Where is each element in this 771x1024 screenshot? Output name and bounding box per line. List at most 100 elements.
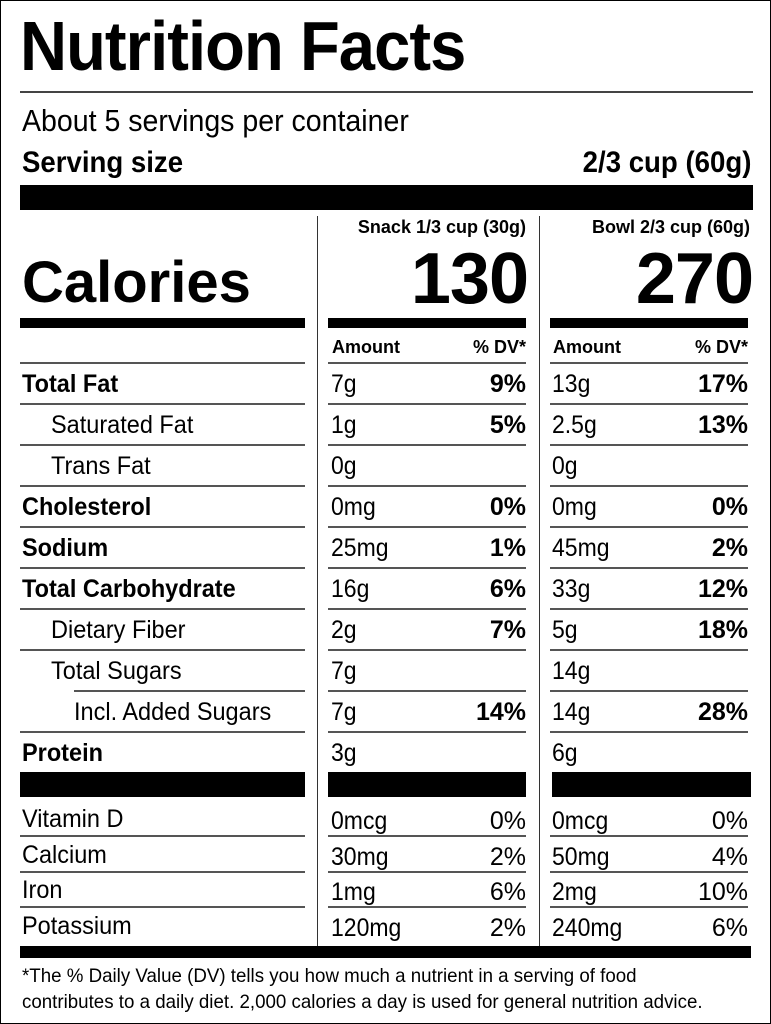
snack-dv: 0% (489, 807, 526, 835)
snack-amount: 1mg (331, 878, 376, 906)
snack-dv: 9% (489, 370, 526, 398)
row-divider-left (20, 362, 305, 364)
snack-amount: 0g (331, 452, 357, 480)
bowl-dv: 12% (697, 575, 748, 603)
bowl-amount: 5g (552, 616, 578, 644)
snack-amount: 16g (331, 575, 370, 603)
thick-divider-top (20, 185, 753, 210)
row-divider-left (20, 608, 305, 610)
bowl-dv: 0% (711, 807, 748, 835)
bowl-amount: 0mg (552, 493, 597, 521)
row-divider-bowl (550, 444, 748, 446)
row-divider-left (20, 871, 305, 873)
bowl-amount: 50mg (552, 842, 610, 871)
bowl-amount: 14g (552, 657, 591, 685)
snack-amount: 7g (331, 698, 357, 726)
bowl-calories: 270 (635, 239, 754, 319)
row-divider-snack (328, 731, 526, 733)
row-divider-bowl (550, 731, 748, 733)
label-title: Nutrition Facts (20, 7, 466, 85)
row-divider-bowl (550, 690, 748, 692)
row-divider-snack (328, 690, 526, 692)
row-divider-bowl (550, 649, 748, 651)
bowl-column-header: Bowl 2/3 cup (60g) (591, 217, 750, 237)
serving-size-label: Serving size (22, 146, 184, 179)
vitamin-bar-bowl (552, 772, 751, 797)
vitamin-name: Calcium (22, 840, 107, 869)
snack-amount: 7g (331, 370, 357, 398)
row-divider-bowl (550, 906, 748, 908)
bowl-dv: 0% (711, 493, 748, 521)
bowl-amount: 33g (552, 575, 591, 603)
snack-dv: 2% (489, 842, 526, 871)
bowl-amount-header: Amount (553, 337, 621, 357)
snack-amount: 7g (331, 657, 357, 685)
snack-amount: 25mg (331, 534, 389, 562)
bowl-amount: 13g (552, 370, 591, 398)
nutrient-name: Sodium (22, 534, 109, 562)
snack-dv-header: % DV* (472, 337, 526, 357)
calories-bar-left (20, 318, 305, 328)
bowl-dv: 10% (697, 878, 748, 906)
nutrient-name: Cholesterol (22, 493, 152, 521)
row-divider-snack (328, 362, 526, 364)
row-divider-bowl (550, 567, 748, 569)
bowl-amount: 6g (552, 739, 578, 767)
vitamin-name: Potassium (22, 911, 132, 940)
snack-dv: 7% (489, 616, 526, 644)
bowl-dv: 13% (697, 411, 748, 439)
snack-dv: 2% (489, 913, 526, 942)
row-divider-left (20, 444, 305, 446)
snack-dv: 0% (489, 493, 526, 521)
bowl-amount: 14g (552, 698, 591, 726)
row-divider-snack (328, 649, 526, 651)
snack-amount-header: Amount (332, 337, 400, 357)
bowl-amount: 0mcg (552, 807, 609, 835)
snack-dv: 1% (489, 534, 526, 562)
vitamin-bar-snack (328, 772, 526, 797)
bowl-dv: 18% (697, 616, 748, 644)
bowl-amount: 240mg (552, 913, 623, 942)
title-divider (20, 91, 753, 93)
row-divider-left (20, 567, 305, 569)
nutrient-name: Total Fat (22, 370, 119, 398)
row-divider-bowl (550, 835, 748, 837)
bowl-dv: 4% (711, 842, 748, 871)
calories-bar-snack (328, 318, 526, 328)
bowl-amount: 45mg (552, 534, 610, 562)
nutrient-name: Trans Fat (51, 452, 151, 480)
snack-dv: 14% (475, 698, 526, 726)
bowl-amount: 2mg (552, 878, 597, 906)
column-divider-bowl (539, 216, 540, 946)
row-divider-bowl (550, 871, 748, 873)
bowl-dv-header: % DV* (694, 337, 748, 357)
thick-divider-bottom (20, 946, 751, 958)
row-divider-left (20, 835, 305, 837)
bowl-dv: 28% (697, 698, 748, 726)
row-divider-snack (328, 403, 526, 405)
row-divider-snack (328, 526, 526, 528)
vitamin-name: Iron (22, 876, 63, 904)
footnote-line-2: contributes to a daily diet. 2,000 calor… (22, 991, 703, 1013)
nutrient-name: Total Sugars (51, 657, 182, 685)
row-divider-left (20, 906, 305, 908)
serving-size-value: 2/3 cup (60g) (582, 146, 751, 179)
nutrient-name: Total Carbohydrate (22, 575, 236, 603)
footnote-line-1: *The % Daily Value (DV) tells you how mu… (22, 965, 637, 987)
row-divider-snack (328, 485, 526, 487)
snack-amount: 30mg (331, 842, 389, 871)
row-divider-left (20, 403, 305, 405)
snack-amount: 2g (331, 616, 357, 644)
calories-label: Calories (22, 250, 251, 315)
snack-amount: 3g (331, 739, 357, 767)
calories-bar-bowl (550, 318, 748, 328)
row-divider-snack (328, 444, 526, 446)
row-divider-bowl (550, 485, 748, 487)
bowl-dv: 6% (711, 913, 748, 942)
snack-amount: 0mg (331, 493, 376, 521)
row-divider-snack (328, 567, 526, 569)
row-divider-bowl (550, 362, 748, 364)
snack-dv: 6% (489, 878, 526, 906)
vitamin-bar-left (20, 772, 305, 797)
row-divider-left (20, 526, 305, 528)
